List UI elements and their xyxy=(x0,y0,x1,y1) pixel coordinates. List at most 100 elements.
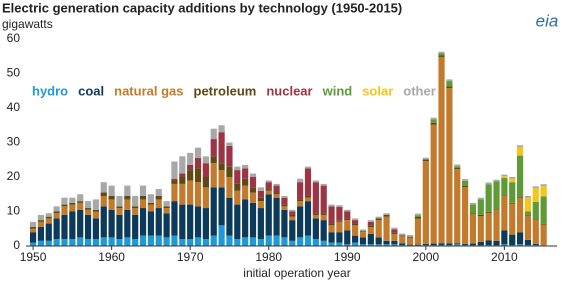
bar-segment xyxy=(29,221,37,228)
bar-segment xyxy=(132,208,139,215)
bar-segment xyxy=(37,214,45,221)
bar-segment xyxy=(226,177,233,198)
bar-segment xyxy=(69,211,76,240)
bar-segment xyxy=(485,212,492,241)
bar-segment xyxy=(289,209,296,212)
bar-segment xyxy=(194,158,202,169)
bar-segment xyxy=(77,202,84,210)
bar-segment xyxy=(509,203,516,235)
bar-segment xyxy=(108,237,115,246)
bar-segment xyxy=(461,180,469,186)
bar-segment xyxy=(273,192,280,195)
bar-segment xyxy=(485,184,492,212)
bar-segment xyxy=(242,164,249,169)
bar-segment xyxy=(422,159,429,162)
bar-segment xyxy=(171,178,178,181)
bar-segment xyxy=(516,197,524,233)
bar-segment xyxy=(53,213,60,219)
bar-segment xyxy=(84,209,92,215)
bar-segment xyxy=(493,240,500,246)
bar-segment xyxy=(516,146,524,156)
bar-segment xyxy=(242,168,249,179)
bar-segment xyxy=(187,152,194,165)
bar-segment xyxy=(422,161,429,244)
bar-segment xyxy=(92,218,100,240)
bar-segment xyxy=(477,199,484,215)
bar-segment xyxy=(414,213,422,216)
bar-segment xyxy=(304,166,312,169)
bar-segment xyxy=(516,155,524,198)
bar-segment xyxy=(304,235,312,246)
bar-segment xyxy=(210,235,217,246)
bar-segment xyxy=(359,229,367,232)
bar-segment xyxy=(422,157,429,160)
legend-label: petroleum xyxy=(194,83,257,98)
bar-segment xyxy=(304,201,312,236)
bar-segment xyxy=(45,240,52,246)
bar-segment xyxy=(139,208,147,236)
bar-segment xyxy=(312,214,319,219)
bar-segment xyxy=(344,209,351,212)
bar-segment xyxy=(194,237,202,246)
bar-segment xyxy=(218,225,225,246)
bar-segment xyxy=(242,178,249,186)
y-tick-label: 30 xyxy=(7,135,21,149)
bar-segment xyxy=(469,202,477,205)
bar-segment xyxy=(116,239,123,246)
bar-segment xyxy=(273,185,280,193)
bar-segment xyxy=(336,221,343,233)
bar-segment xyxy=(399,243,406,245)
bar-segment xyxy=(493,209,500,210)
bar-segment xyxy=(210,163,217,188)
bar-segment xyxy=(249,187,257,193)
bar-segment xyxy=(281,197,288,205)
y-tick-label: 10 xyxy=(7,204,21,218)
bar-segment xyxy=(532,188,539,202)
bar-segment xyxy=(367,225,374,228)
bar-segment xyxy=(516,244,524,246)
bar-segment xyxy=(218,170,225,188)
x-tick-label: 2010 xyxy=(491,250,518,264)
bar-segment xyxy=(234,190,241,205)
bar-segment xyxy=(281,195,288,198)
bar-segment xyxy=(446,244,453,246)
bar-segment xyxy=(171,161,178,179)
bar-segment xyxy=(226,145,233,167)
bar-segment xyxy=(399,233,406,236)
y-tick-label: 60 xyxy=(7,31,21,45)
bar-segment xyxy=(304,195,312,198)
bar-segment xyxy=(524,244,532,246)
bar-segment xyxy=(469,213,477,215)
bar-segment xyxy=(414,217,422,219)
x-tick-label: 1990 xyxy=(334,250,361,264)
bar-segment xyxy=(179,173,186,177)
bar-segment xyxy=(242,199,249,238)
bar-segment xyxy=(540,184,547,186)
bar-segment xyxy=(399,244,406,246)
bar-segment xyxy=(438,51,445,54)
bar-segment xyxy=(367,221,374,226)
bar-segment xyxy=(273,235,280,246)
bar-segment xyxy=(53,218,60,240)
bar-segment xyxy=(155,199,162,209)
bar-segment xyxy=(61,239,68,246)
bar-segment xyxy=(430,117,437,120)
bar-segment xyxy=(116,208,123,215)
bar-segment xyxy=(344,230,351,245)
bar-segment xyxy=(202,177,209,188)
bar-segment xyxy=(179,239,186,246)
bar-segment xyxy=(359,244,367,246)
bar-segment xyxy=(257,197,264,202)
bar-segment xyxy=(375,220,382,238)
bar-segment xyxy=(383,213,390,215)
bar-segment xyxy=(163,206,170,209)
bar-segment xyxy=(524,239,532,245)
bar-segment xyxy=(375,237,382,245)
bar-segment xyxy=(187,164,194,171)
bar-segment xyxy=(37,240,45,246)
bar-segment xyxy=(461,243,469,245)
bar-segment xyxy=(210,139,217,157)
bar-segment xyxy=(242,237,249,246)
bar-segment xyxy=(116,195,123,207)
bar-segment xyxy=(430,124,437,244)
